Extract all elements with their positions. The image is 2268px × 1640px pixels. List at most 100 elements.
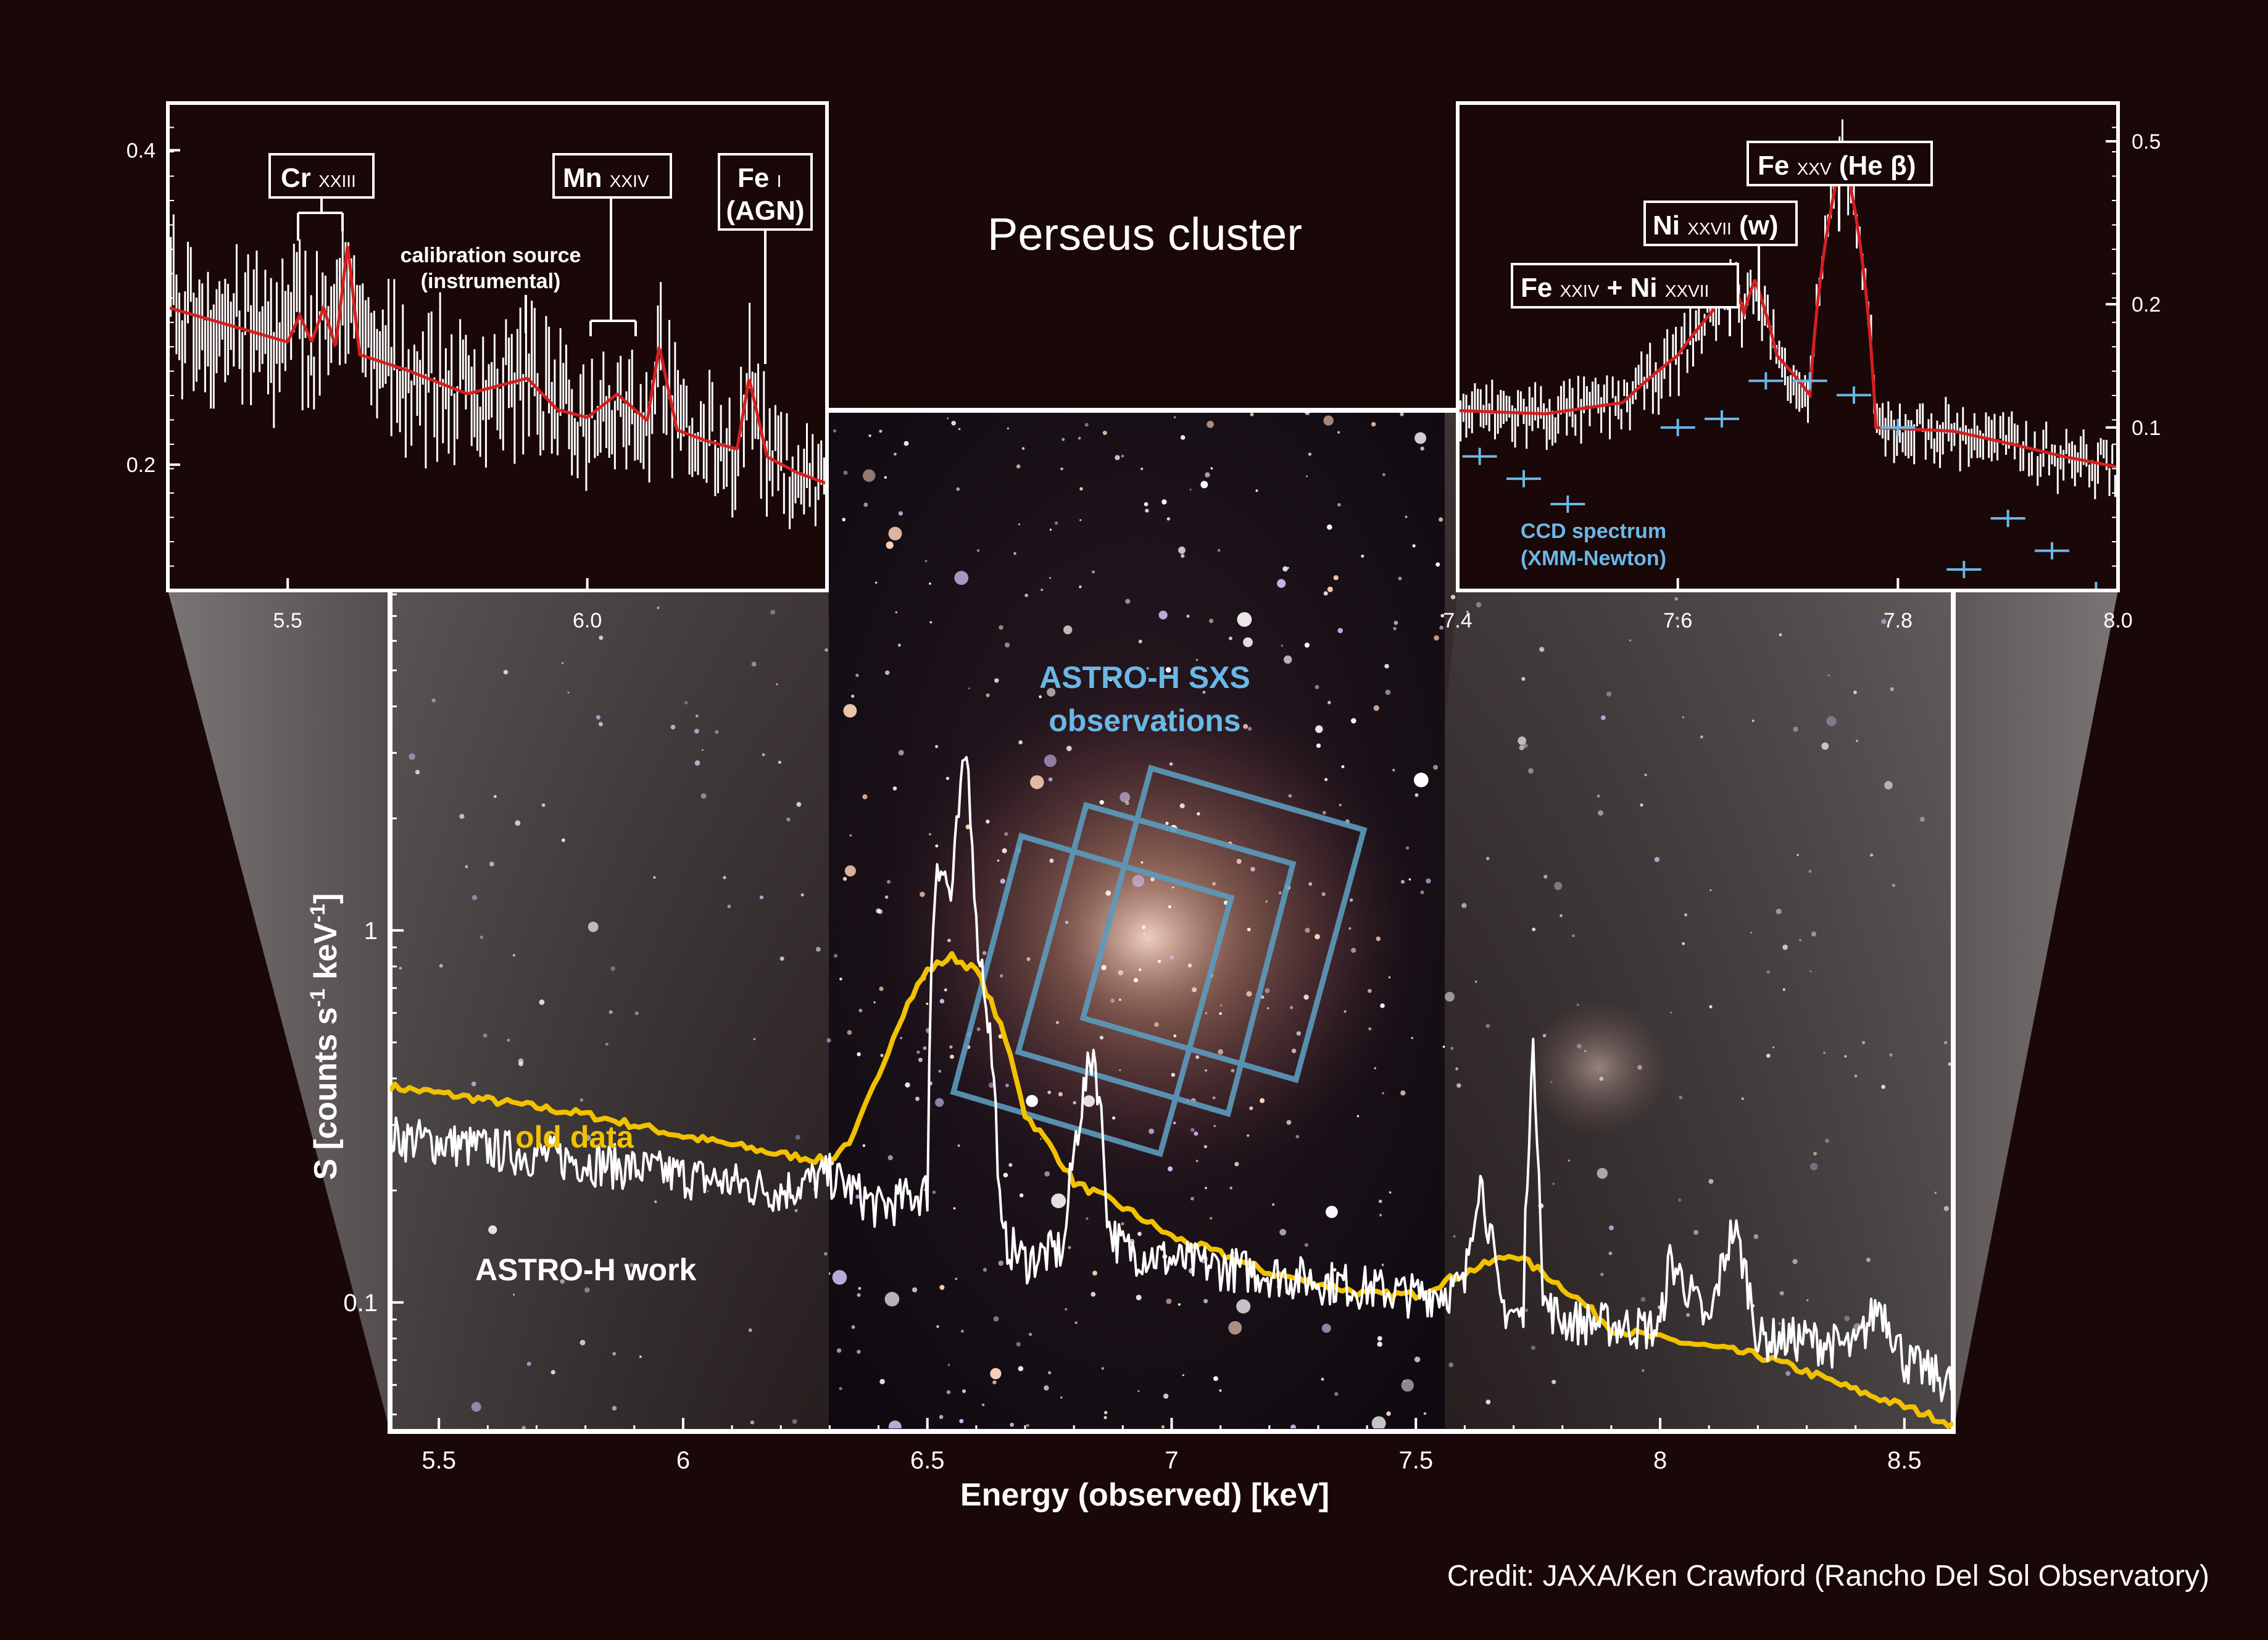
star: [561, 838, 565, 842]
star: [1890, 687, 1894, 692]
star: [1709, 889, 1712, 892]
star: [1112, 1116, 1116, 1120]
star: [1163, 722, 1166, 726]
star: [759, 895, 764, 900]
star: [1552, 1182, 1555, 1185]
star: [1870, 853, 1874, 857]
star: [1279, 1228, 1287, 1236]
star: [1125, 598, 1131, 604]
label-fe-xxv: Fe XXV (He β): [1758, 151, 1916, 181]
star: [1086, 1217, 1089, 1220]
star: [935, 745, 938, 748]
main-series: [390, 756, 1953, 1429]
star: [489, 861, 494, 867]
star: [1137, 1232, 1142, 1236]
star: [857, 1052, 861, 1056]
inset-right-annotations: Fe XXV (He β) Ni XXVII (w) Fe XXIV + Ni …: [1511, 141, 1933, 570]
star: [1250, 412, 1254, 416]
star: [701, 748, 704, 752]
star: [526, 1361, 531, 1366]
star: [1078, 436, 1081, 440]
astro-h-work-label: ASTRO-H work: [475, 1253, 697, 1287]
star: [1139, 968, 1142, 971]
star: [465, 865, 468, 869]
star: [471, 1402, 481, 1412]
star: [1476, 602, 1482, 608]
star: [1524, 1308, 1529, 1312]
star: [1169, 955, 1174, 960]
star: [1381, 1264, 1384, 1266]
star: [1016, 1342, 1021, 1347]
star: [1423, 1412, 1427, 1415]
star: [1368, 1027, 1372, 1031]
star: [1853, 690, 1857, 694]
star: [588, 921, 599, 932]
star: [1121, 455, 1124, 458]
star: [1158, 959, 1161, 963]
star: [1212, 1096, 1216, 1100]
star: [567, 691, 570, 694]
star: [1103, 1410, 1108, 1415]
star: [851, 1325, 855, 1329]
star: [947, 938, 951, 942]
star: [1044, 755, 1057, 767]
star: [949, 1045, 953, 1049]
star: [1523, 743, 1528, 748]
star: [1048, 777, 1053, 782]
star: [961, 1330, 964, 1333]
star: [834, 954, 838, 958]
main-xtick-label: 6.5: [910, 1447, 945, 1474]
star: [1434, 635, 1439, 641]
star: [849, 834, 852, 837]
star: [1606, 691, 1612, 697]
star: [800, 893, 804, 897]
star: [1247, 927, 1251, 932]
star: [935, 1098, 944, 1107]
star: [1679, 1095, 1683, 1100]
star: [1321, 1323, 1331, 1333]
star: [1693, 1230, 1699, 1235]
star: [1121, 1222, 1124, 1226]
series-old-data: [390, 951, 1953, 1429]
star: [1172, 886, 1174, 888]
star: [1678, 1198, 1682, 1202]
star: [1943, 1206, 1949, 1211]
star: [796, 801, 802, 807]
star: [1287, 566, 1289, 569]
star: [1219, 1012, 1222, 1016]
inset-ytick-label: 0.5: [2132, 130, 2161, 154]
star: [694, 760, 700, 766]
star: [976, 1027, 981, 1032]
star: [999, 974, 1003, 978]
star: [1779, 1291, 1784, 1296]
star: [727, 905, 731, 908]
star: [1531, 1345, 1535, 1350]
star: [786, 818, 791, 822]
star: [1243, 724, 1248, 729]
star: [1333, 575, 1339, 581]
star: [1327, 524, 1332, 530]
star: [1810, 1162, 1818, 1170]
star: [1118, 970, 1124, 975]
star: [1026, 1423, 1029, 1427]
star: [1220, 1004, 1223, 1007]
star: [1008, 1163, 1013, 1167]
star: [1333, 1268, 1337, 1272]
star: [1316, 743, 1321, 748]
star: [1209, 618, 1214, 623]
star: [894, 452, 897, 456]
star: [1202, 690, 1206, 694]
star: [561, 661, 564, 665]
star: [1168, 905, 1171, 909]
star: [1203, 1299, 1208, 1304]
star: [1450, 1046, 1454, 1050]
star: [1181, 553, 1185, 558]
star: [863, 469, 876, 482]
star: [842, 518, 845, 521]
star: [855, 1195, 860, 1199]
star: [1351, 718, 1356, 724]
star: [1377, 1336, 1382, 1341]
star: [1889, 1053, 1893, 1057]
star: [884, 476, 887, 479]
star: [1392, 769, 1395, 772]
